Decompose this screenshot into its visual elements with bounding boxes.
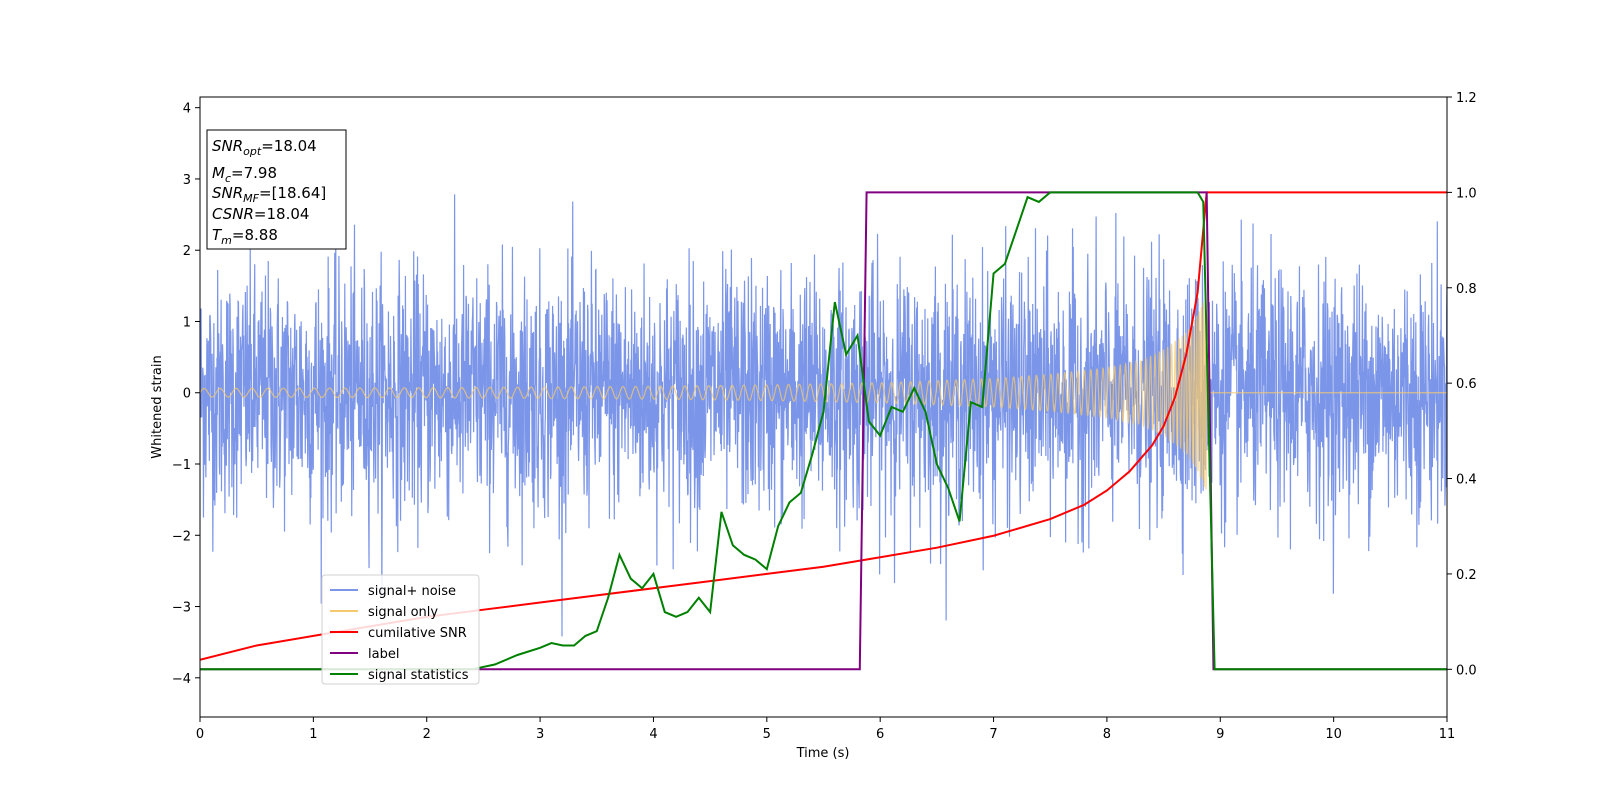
- annotation-line: SNRMF=[18.64]: [212, 184, 326, 205]
- y2-tick-label: 0.2: [1456, 568, 1477, 583]
- x-tick-label: 2: [423, 727, 431, 742]
- x-tick-label: 3: [536, 727, 544, 742]
- y2-tick-label: 1.2: [1456, 91, 1477, 106]
- y-tick-label: 2: [183, 244, 191, 259]
- series-line-signal: [200, 297, 1447, 490]
- y-tick-label: 3: [183, 173, 191, 188]
- y2-tick-label: 1.0: [1456, 186, 1477, 201]
- annotation-line: SNRopt=18.04: [212, 137, 317, 158]
- x-tick-label: 7: [989, 727, 997, 742]
- y-tick-label: 1: [183, 315, 191, 330]
- annotation-frame: [206, 129, 347, 250]
- legend-label: cumilative SNR: [368, 626, 467, 641]
- y-tick-label: 0: [183, 387, 191, 402]
- legend: signal+ noise signal only cumilative SNR la…: [321, 574, 480, 685]
- y-axis-left: −4 −3 −2 −1 0 1 2 3 4: [172, 102, 200, 687]
- y2-tick-label: 0.0: [1456, 663, 1477, 678]
- x-tick-label: 5: [763, 727, 771, 742]
- x-axis: 0 1 2 3 4 5 6 7 8 9 10 11: [196, 717, 1455, 742]
- annotation-line: CSNR=18.04: [212, 205, 309, 223]
- legend-label: label: [368, 647, 399, 662]
- y2-tick-label: 0.8: [1456, 282, 1477, 297]
- x-tick-label: 10: [1325, 727, 1342, 742]
- plot-frame: [199, 96, 1448, 718]
- x-tick-label: 0: [196, 727, 204, 742]
- y-tick-label: −1: [172, 458, 191, 473]
- x-tick-label: 6: [876, 727, 884, 742]
- x-axis-title: Time (s): [796, 746, 850, 761]
- legend-label: signal+ noise: [368, 584, 456, 599]
- legend-label: signal only: [368, 605, 438, 620]
- y-axis-title: Whitened strain: [150, 355, 165, 458]
- y2-tick-label: 0.4: [1456, 473, 1477, 488]
- x-tick-label: 4: [649, 727, 657, 742]
- annotation-line: Mc=7.98: [212, 164, 277, 185]
- x-tick-label: 8: [1103, 727, 1111, 742]
- y-tick-label: −4: [172, 672, 191, 687]
- legend-frame: [321, 574, 480, 685]
- legend-label: signal statistics: [368, 668, 469, 683]
- annotation-box: SNRopt=18.04 Mc=7.98SNRMF=[18.64]CSNR=18.…: [206, 129, 347, 250]
- y-tick-label: 4: [183, 102, 191, 117]
- y-tick-label: −2: [172, 529, 191, 544]
- x-tick-label: 11: [1439, 727, 1456, 742]
- x-tick-label: 1: [309, 727, 317, 742]
- y-tick-label: −3: [172, 601, 191, 616]
- series-line-4: [200, 191, 1447, 671]
- y2-tick-label: 0.6: [1456, 377, 1477, 392]
- annotation-line: Tm=8.88: [212, 226, 278, 247]
- y-axis-right: 0.0 0.2 0.4 0.6 0.8 1.0 1.2: [1447, 91, 1477, 678]
- x-tick-label: 9: [1216, 727, 1224, 742]
